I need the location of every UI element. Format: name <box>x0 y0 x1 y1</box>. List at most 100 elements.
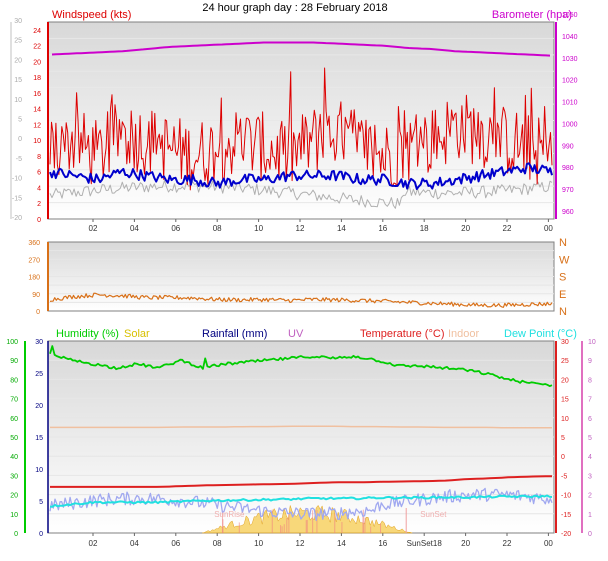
rain-ticks: 0 5 10 15 20 25 30 <box>35 339 43 538</box>
direction-line <box>49 292 553 308</box>
x-tick-label: 20 <box>461 539 470 548</box>
temperature-line <box>50 475 553 488</box>
humidity-tick-label: 10 <box>10 512 18 519</box>
x-tick-label: 12 <box>296 539 305 548</box>
temp-tick-label: -10 <box>561 493 571 500</box>
wind-tick-label: 22 <box>33 44 41 51</box>
windspeed-line <box>49 67 553 191</box>
baro-tick-label: 960 <box>562 209 574 216</box>
rain-tick-label: 15 <box>35 435 43 442</box>
x-tick-label: 20 <box>461 224 470 233</box>
baro-tick-label: 1010 <box>562 100 578 107</box>
baro-right-ticks: 960 970 980 990 1000 1010 1020 1030 1040 1050 <box>562 12 578 216</box>
legend-item: Rainfall (mm) <box>202 328 267 340</box>
x-tick-label: 16 <box>378 224 387 233</box>
humidity-tick-label: 50 <box>10 435 18 442</box>
baro-tick-label: 980 <box>562 165 574 172</box>
wind-x-ticks: 02 04 06 08 10 12 14 16 18 20 22 00 <box>89 219 553 233</box>
humidity-tick-label: 70 <box>10 397 18 404</box>
outer-tick-label: -20 <box>12 215 22 222</box>
humidity-ticks: 0 10 20 30 40 50 60 70 80 90 100 <box>6 339 18 538</box>
compass-tick-label: S <box>559 272 566 284</box>
indoor-line <box>50 425 552 429</box>
uv-tick-label: 10 <box>588 339 596 346</box>
uv-ticks: 0 1 2 3 4 5 6 7 8 9 10 <box>588 339 596 538</box>
humidity-tick-label: 80 <box>10 377 18 384</box>
x-tick-label: 02 <box>89 224 98 233</box>
baro-tick-label: 1050 <box>562 12 578 19</box>
uv-tick-label: 8 <box>588 377 592 384</box>
legend-item: Solar <box>124 328 150 340</box>
temp-ticks: -20 -15 -10 -5 0 5 10 15 20 25 30 <box>561 339 571 538</box>
x-tick-label: 04 <box>130 539 139 548</box>
direction-tick-label: 360 <box>28 240 40 247</box>
baro-tick-label: 1040 <box>562 34 578 41</box>
legend-item: Temperature (°C) <box>360 328 444 340</box>
wind-tick-label: 18 <box>33 75 41 82</box>
legend-item: UV <box>288 328 304 340</box>
wind-tick-label: 0 <box>37 217 41 224</box>
rain-tick-label: 0 <box>39 531 43 538</box>
wind-tick-label: 14 <box>33 107 41 114</box>
rain-tick-label: 25 <box>35 371 43 378</box>
direction-tick-label: 0 <box>36 309 40 316</box>
x-tick-label: 14 <box>337 224 346 233</box>
x-tick-label: 22 <box>503 539 512 548</box>
direction-left-ticks: 0 90 180 270 360 <box>28 240 40 316</box>
wind-tick-label: 4 <box>37 185 41 192</box>
humidity-line <box>49 345 553 388</box>
uv-tick-label: 7 <box>588 397 592 404</box>
outer-tick-label: 30 <box>14 18 22 25</box>
compass-tick-label: E <box>559 289 566 301</box>
direction-tick-label: 270 <box>28 257 40 264</box>
rain-tick-label: 30 <box>35 339 43 346</box>
outer-tick-label: 20 <box>14 57 22 64</box>
baro-tick-label: 1020 <box>562 78 578 85</box>
low-line <box>49 487 553 521</box>
outer-tick-label: 0 <box>18 136 22 143</box>
baro-tick-label: 970 <box>562 187 574 194</box>
temp-tick-label: 30 <box>561 339 569 346</box>
x-tick-label: 12 <box>296 224 305 233</box>
outer-tick-label: -10 <box>12 176 22 183</box>
outer-tick-label: -5 <box>16 156 22 163</box>
wind-tick-label: 8 <box>37 154 41 161</box>
temp-tick-label: -15 <box>561 512 571 519</box>
atmos-legend: Humidity (%) Solar Rainfall (mm) UV Temperat… <box>56 328 577 340</box>
dewpoint-line <box>49 494 553 508</box>
baro-tick-label: 1000 <box>562 121 578 128</box>
wind-tick-label: 6 <box>37 170 41 177</box>
baro-tick-label: 990 <box>562 143 574 150</box>
sunrise-label: SunRise <box>214 510 245 519</box>
wind-tick-label: 2 <box>37 201 41 208</box>
x-tick-label: 08 <box>213 224 222 233</box>
x-tick-label: 14 <box>337 539 346 548</box>
rain-tick-label: 20 <box>35 403 43 410</box>
compass-tick-label: N <box>559 237 567 249</box>
atmos-gridlines <box>48 359 554 515</box>
humidity-tick-label: 20 <box>10 493 18 500</box>
compass-tick-label: N <box>559 306 567 318</box>
direction-tick-label: 180 <box>28 275 40 282</box>
wind-outer-ticks: -20 -15 -10 -5 0 5 10 15 20 25 30 <box>10 18 22 222</box>
rain-tick-label: 10 <box>35 467 43 474</box>
outer-tick-label: 15 <box>14 77 22 84</box>
temp-tick-label: 15 <box>561 397 569 404</box>
temp-tick-label: 20 <box>561 377 569 384</box>
x-tick-label: 18 <box>420 224 429 233</box>
x-tick-label: 16 <box>378 539 387 548</box>
temp-tick-label: -5 <box>561 473 567 480</box>
legend-item: Dew Point (°C) <box>504 328 577 340</box>
average-wind-line <box>49 162 553 190</box>
wind-tick-label: 16 <box>33 91 41 98</box>
barometer-line <box>51 41 551 57</box>
legend-item: Indoor <box>448 328 480 340</box>
rain-tick-label: 5 <box>39 499 43 506</box>
sunset-label: SunSet <box>420 510 447 519</box>
x-tick-label: 02 <box>89 539 98 548</box>
x-tick-label: 22 <box>503 224 512 233</box>
